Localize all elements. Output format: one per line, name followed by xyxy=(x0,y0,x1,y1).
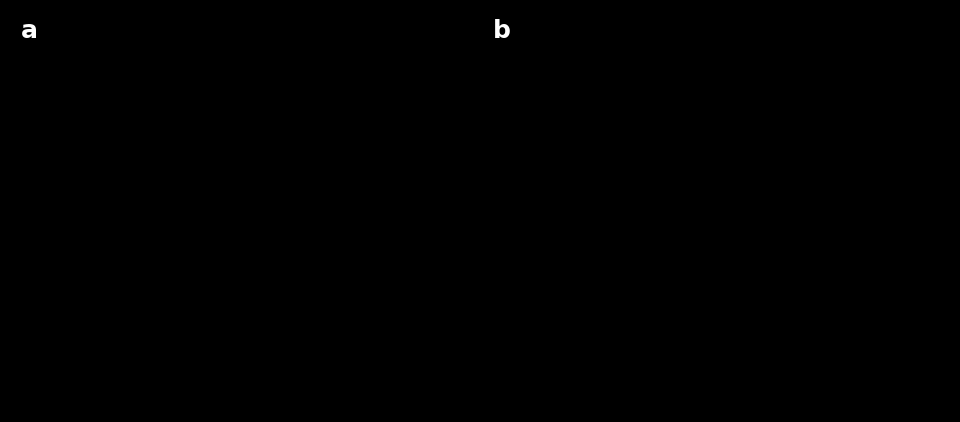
Text: a: a xyxy=(21,19,38,43)
Text: b: b xyxy=(492,19,511,43)
